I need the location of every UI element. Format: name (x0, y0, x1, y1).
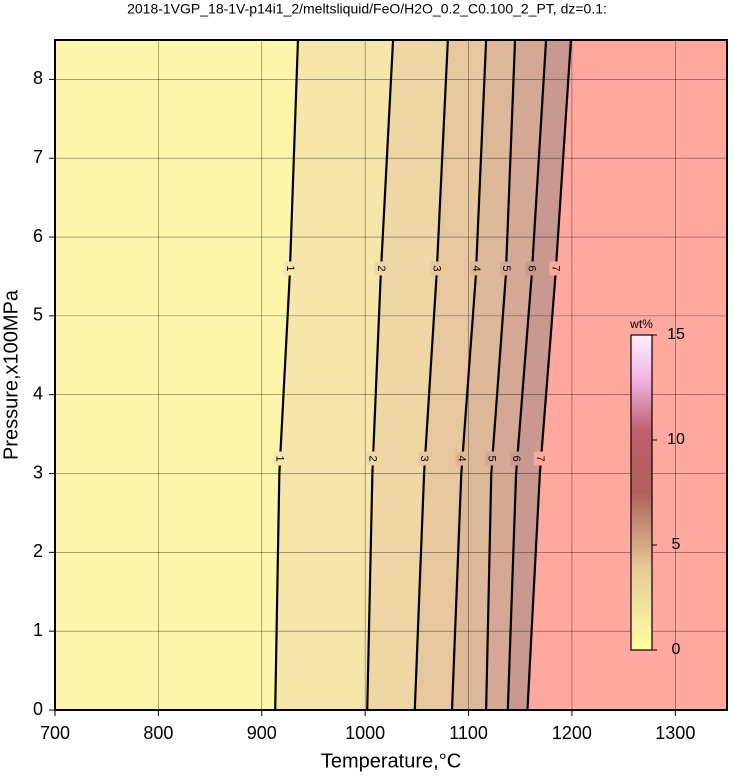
contour-label-bg (273, 451, 286, 466)
contour-label: 4 (470, 265, 482, 271)
x-tick-label: 1300 (655, 723, 695, 743)
contour-label-bg (549, 261, 562, 276)
contour-label-bg (485, 451, 498, 466)
contour-label-bg (499, 261, 512, 276)
contour-label: 7 (534, 455, 546, 461)
contour-label: 3 (431, 265, 443, 271)
contour-label: 3 (418, 455, 430, 461)
contour-band (527, 40, 727, 710)
contour-band (275, 40, 394, 710)
contour-label-bg (374, 261, 387, 276)
contour-label: 1 (284, 265, 296, 271)
contour-line (506, 39, 548, 711)
x-tick-label: 1000 (345, 723, 385, 743)
contour-label: 4 (455, 455, 467, 461)
chart-title: 2018-1VGP_18-1V-p14i1_2/meltsliquid/FeO/… (127, 1, 607, 17)
x-tick-label: 900 (247, 723, 277, 743)
colorbar-tick-label: 0 (672, 641, 681, 658)
contour-label-bg (283, 261, 296, 276)
y-tick-label: 8 (33, 68, 43, 88)
plot-frame (54, 39, 728, 711)
contour-label: 6 (526, 265, 538, 271)
y-tick-label: 6 (33, 226, 43, 246)
y-tick-label: 2 (33, 541, 43, 561)
contour-label-bg (430, 261, 443, 276)
x-axis-label: Temperature,°C (321, 750, 461, 772)
contour-line (485, 39, 517, 711)
contour-line (450, 39, 488, 711)
contour-label-bg (455, 451, 468, 466)
y-tick-label: 7 (33, 147, 43, 167)
contour-line (526, 39, 572, 711)
contour-label: 6 (510, 455, 522, 461)
y-tick-label: 3 (33, 462, 43, 482)
contour-band (55, 40, 298, 710)
contour-line (413, 39, 449, 711)
contour-label: 2 (375, 265, 387, 271)
x-tick-label: 1200 (552, 723, 592, 743)
y-tick-label: 5 (33, 305, 43, 325)
y-axis-label: Pressure,x100MPa (0, 289, 22, 460)
y-tick-label: 1 (33, 620, 43, 640)
contour-label: 5 (500, 265, 512, 271)
contour-label: 2 (366, 455, 378, 461)
contour-label-bg (418, 451, 431, 466)
contour-label-bg (525, 261, 538, 276)
contour-label-bg (366, 451, 379, 466)
contour-band (367, 40, 448, 710)
contour-band (507, 40, 571, 710)
y-tick-label: 0 (33, 699, 43, 719)
x-tick-label: 800 (143, 723, 173, 743)
x-tick-label: 700 (40, 723, 70, 743)
contour-line (366, 39, 395, 711)
contour-label: 5 (485, 455, 497, 461)
contour-band (451, 40, 516, 710)
contour-label: 7 (549, 265, 561, 271)
colorbar (630, 334, 653, 651)
colorbar-tick-label: 15 (667, 326, 685, 343)
contour-label-bg (533, 451, 546, 466)
colorbar-label: wt% (629, 317, 653, 331)
colorbar-tick-label: 10 (667, 431, 685, 448)
contour-label: 1 (273, 455, 285, 461)
colorbar-tick-label: 5 (672, 536, 681, 553)
contour-label-bg (469, 261, 482, 276)
y-tick-label: 4 (33, 383, 43, 403)
contour-line (274, 39, 300, 711)
contour-band (486, 40, 547, 710)
x-tick-label: 1100 (449, 723, 488, 743)
contour-label-bg (510, 451, 523, 466)
